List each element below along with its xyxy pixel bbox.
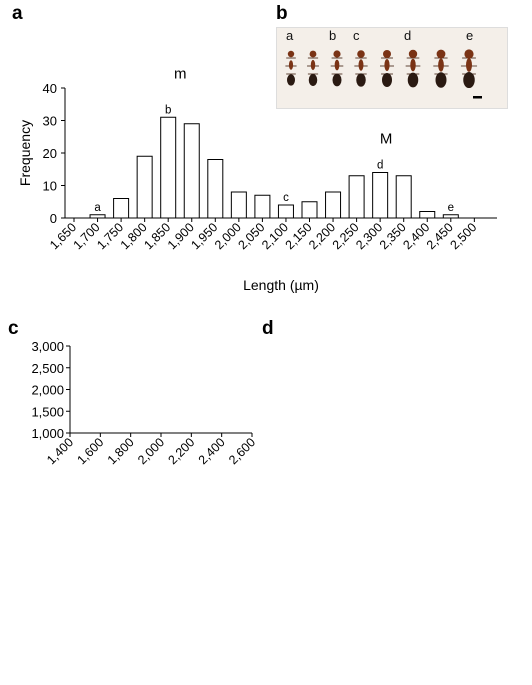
panel-letter-c: c — [8, 318, 19, 339]
photo-label-c: c — [353, 28, 360, 43]
ant-figure — [433, 49, 449, 88]
bar-label-a: d — [377, 160, 383, 172]
ant-thorax — [384, 59, 390, 71]
ant-thorax — [288, 60, 294, 70]
ant-gaster — [463, 71, 475, 89]
x-tick-label-a: 2,400 — [400, 220, 432, 252]
x-tick-label-a: 2,100 — [259, 220, 291, 252]
y-tick-label-c: 1,000 — [31, 426, 64, 441]
panel-letter-b: b — [276, 3, 288, 24]
chart-a-histogram: 0102030401,6501,7001,7501,8001,8501,9001… — [17, 65, 497, 293]
bar-a — [89, 214, 106, 219]
bar-a — [254, 194, 271, 219]
ant-thorax — [410, 58, 416, 72]
photo-label-b: b — [329, 28, 337, 43]
x-tick-label-a: 1,900 — [165, 220, 197, 252]
y-axis-label-a: Frequency — [17, 120, 33, 186]
y-tick-label-c: 2,000 — [31, 383, 64, 398]
bar-a — [325, 191, 342, 219]
ant-gaster — [407, 72, 419, 88]
ant-gaster — [332, 73, 342, 87]
ant-head — [408, 49, 418, 59]
ant-thorax — [466, 58, 472, 72]
bar-a — [372, 172, 389, 219]
annotation-a: M — [380, 130, 393, 147]
bar-a — [207, 159, 224, 219]
x-tick-label-a: 2,350 — [377, 220, 409, 252]
x-tick-label-a: 1,850 — [141, 220, 173, 252]
ant-head — [287, 50, 295, 58]
chart-d-scatter — [262, 315, 532, 685]
y-tick-label-a: 10 — [43, 179, 57, 194]
ant-figure — [405, 49, 421, 88]
bar-a — [442, 214, 459, 219]
bar-a — [230, 191, 247, 219]
ant-figure — [354, 50, 368, 87]
bar-a — [160, 116, 177, 219]
scale-bar — [473, 96, 482, 99]
ants-illustration — [285, 49, 482, 99]
x-tick-label-a: 2,500 — [447, 220, 479, 252]
ant-head — [383, 50, 391, 58]
ant-thorax — [310, 59, 316, 71]
ant-figure — [380, 50, 394, 87]
ant-gaster — [356, 73, 366, 87]
bar-label-a: e — [448, 202, 454, 214]
bar-a — [136, 155, 153, 219]
x-tick-label-c: 1,800 — [105, 435, 137, 467]
y-tick-label-a: 30 — [43, 114, 57, 129]
y-tick-label-c: 1,500 — [31, 404, 64, 419]
bar-a — [113, 198, 130, 219]
ant-figure — [460, 49, 478, 89]
panel-letter-a: a — [12, 3, 23, 24]
x-tick-label-c: 2,600 — [226, 435, 258, 467]
y-tick-label-c: 3,000 — [31, 339, 64, 354]
photo-label-a: a — [286, 28, 294, 43]
bar-a — [277, 204, 294, 219]
ant-thorax — [334, 59, 340, 71]
ant-gaster — [435, 72, 447, 88]
ant-figure — [330, 50, 344, 87]
bar-a — [419, 211, 436, 219]
x-tick-label-c: 2,400 — [196, 435, 228, 467]
x-axis-label-a: Length (µm) — [243, 277, 319, 293]
bar-a — [348, 175, 365, 219]
bar-label-a: a — [94, 202, 101, 214]
ant-head — [357, 50, 365, 58]
y-tick-label-a: 40 — [43, 81, 57, 96]
x-tick-label-c: 1,600 — [74, 435, 106, 467]
photo-label-d: d — [404, 28, 412, 43]
bar-a — [301, 201, 318, 219]
annotation-a: m — [174, 65, 187, 82]
panel-letter-d: d — [262, 318, 274, 339]
ant-gaster — [382, 73, 392, 87]
ant-figure — [307, 50, 319, 86]
bar-label-a: c — [283, 192, 289, 204]
bar-label-a: b — [165, 104, 171, 116]
bar-a — [395, 175, 412, 219]
y-tick-label-a: 0 — [50, 211, 57, 226]
x-tick-label-c: 2,200 — [165, 435, 197, 467]
ant-thorax — [358, 59, 364, 71]
ant-photo: a b c d e — [276, 27, 508, 109]
ant-figure — [285, 50, 297, 86]
ant-gaster — [308, 74, 318, 86]
photo-label-e: e — [466, 28, 474, 43]
ant-thorax — [438, 58, 444, 72]
bar-a — [183, 123, 200, 219]
ant-head — [309, 50, 317, 58]
y-tick-label-a: 20 — [43, 146, 57, 161]
ant-head — [464, 49, 474, 59]
ant-head — [333, 50, 341, 58]
ant-gaster — [287, 74, 295, 86]
x-tick-label-a: 2,150 — [283, 220, 315, 252]
y-tick-label-c: 2,500 — [31, 361, 64, 376]
ant-head — [436, 49, 446, 59]
x-tick-label-c: 2,000 — [135, 435, 167, 467]
chart-c-scatter: 1,0001,5002,0002,5003,0001,4001,6001,800… — [31, 339, 258, 467]
